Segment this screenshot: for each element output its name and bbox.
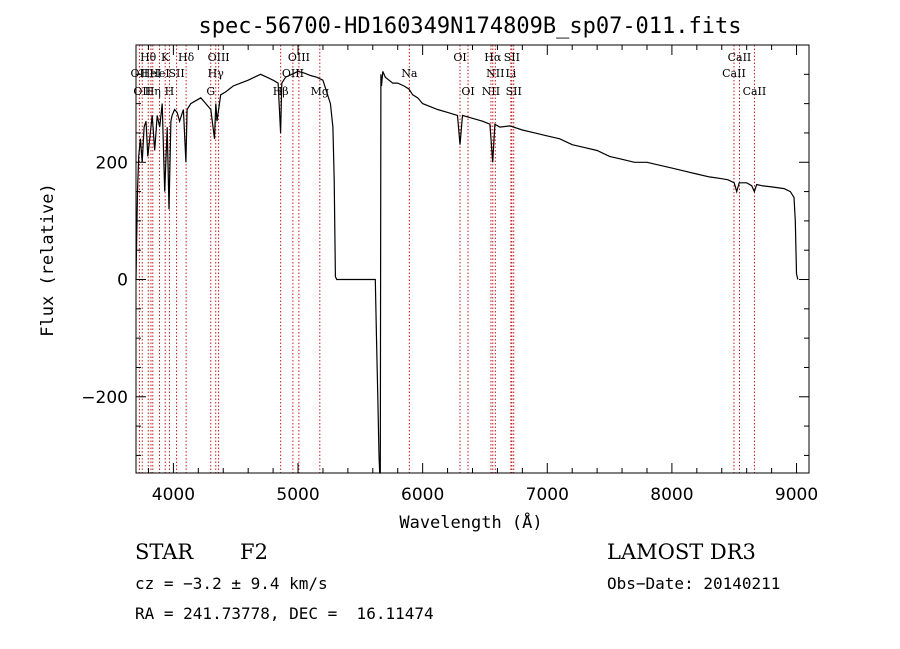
spectral-line-label: OIII [288,51,310,64]
spectral-line-label: G [206,85,215,98]
spectral-line-label: OI [453,51,466,64]
x-tick-label: 9000 [775,485,818,505]
x-tick-label: 8000 [650,485,693,505]
spectral-line-label: HeI [149,67,169,80]
spectral-line-label: SII [504,51,520,64]
spectral-line-label: Hβ [273,85,289,98]
redshift-velocity: cz = −3.2 ± 9.4 km/s [135,574,328,593]
object-class: STAR [135,540,194,564]
x-tick-label: 7000 [526,485,569,505]
spectral-line-label: K [161,51,170,64]
spectral-line-label: CaII [743,85,767,98]
spectral-line-label: SII [169,67,185,80]
spectral-line-label: Hη [145,85,161,98]
y-tick-label: 200 [96,153,128,173]
spectral-line-label: CaII [728,51,752,64]
spectral-line-label: Li [505,67,516,80]
spectral-line-label: OI [461,85,474,98]
y-tick-label: −200 [81,388,128,408]
spectral-line-label: HeI [141,67,161,80]
survey-name: LAMOST DR3 [607,540,756,564]
y-tick-label: 0 [117,271,128,291]
spectral-line-label: OII [131,67,149,80]
x-tick-label: 4000 [152,485,195,505]
chart-title: spec-56700-HD160349N174809B_sp07-011.fit… [198,14,741,39]
x-tick-label: 6000 [401,485,444,505]
spectral-line-label: NII [482,85,500,98]
spectral-line-label: Hθ [140,51,157,64]
plot-frame [135,44,810,474]
spectrum-series-line [135,70,799,474]
x-axis: 4000 5000 6000 7000 8000 9000 [147,45,818,505]
spectral-line-labels: OIIOIIHθHeIHηHeIKHSIIHδGHγOIIIHβOIIIOIII… [131,51,767,98]
sky-coordinates: RA = 241.73778, DEC = 16.11474 [135,604,434,623]
spectral-line-label: NII [486,67,504,80]
spectral-line-label: Hα [484,51,502,64]
spectral-line-label: Hδ [178,51,195,64]
y-axis-label: Flux (relative) [38,183,58,337]
spectral-line-label: Mg [311,85,329,98]
observation-date: Obs−Date: 20140211 [607,574,781,593]
y-axis: −200 0 200 [81,73,809,456]
spectral-line-label: Hγ [208,67,225,80]
spectral-line-label: H [165,85,175,98]
object-subclass: F2 [240,540,268,564]
x-tick-label: 5000 [276,485,319,505]
spectral-line-label: CaII [722,67,746,80]
spectral-line-label: Na [401,67,418,80]
spectral-line-markers [138,45,755,473]
x-axis-label: Wavelength (Å) [399,511,542,533]
spectral-line-label: OIII [208,51,230,64]
spectral-line-label: SII [506,85,522,98]
spectral-line-label: OII [133,85,151,98]
